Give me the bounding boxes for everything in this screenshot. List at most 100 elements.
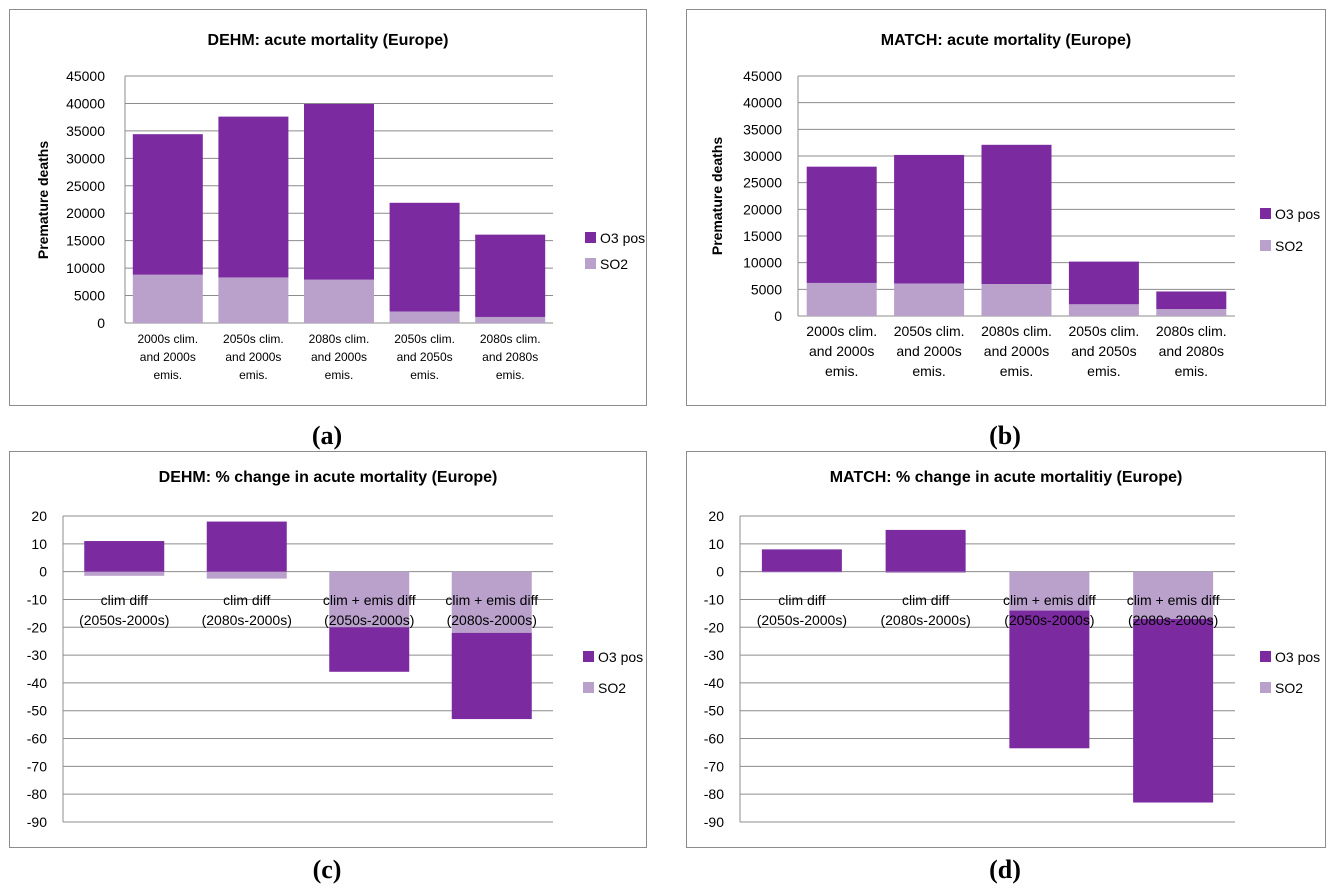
y-tick-label: 35000 [66, 123, 105, 139]
bar-so2 [894, 283, 965, 316]
y-tick-label: 10000 [743, 255, 782, 271]
sublabel-d: (d) [989, 855, 1021, 884]
x-category-label: clim diff (2050s-2000s) [79, 592, 169, 628]
y-tick-label: 10 [708, 536, 724, 552]
y-tick-label: -10 [704, 591, 724, 607]
bar-o3-pos [981, 144, 1052, 284]
x-category-label: 2080s clim. and 2000s emis. [309, 332, 370, 382]
legend-label: SO2 [1275, 238, 1303, 254]
sublabel-b: (b) [989, 421, 1021, 450]
legend-swatch [585, 258, 596, 269]
x-category-label: 2050s clim. and 2050s emis. [1068, 323, 1139, 379]
legend-swatch [1260, 240, 1271, 251]
bar-so2 [885, 571, 966, 574]
x-category-label: 2000s clim. and 2000s emis. [137, 332, 198, 382]
y-tick-label: -90 [27, 814, 47, 830]
y-tick-label: -60 [27, 731, 47, 747]
bar-o3-pos [1133, 618, 1214, 803]
chart-svg: DEHM: acute mortality (Europe) 0 5000 10000… [35, 32, 645, 382]
y-tick-label: 20 [708, 508, 724, 524]
legend-swatch [583, 651, 594, 662]
y-tick-label: 15000 [743, 228, 782, 244]
y-tick-label: 30000 [743, 148, 782, 164]
y-tick-label: -40 [27, 675, 47, 691]
x-category-label: 2050s clim. and 2000s emis. [894, 323, 965, 379]
bar-so2 [1133, 571, 1214, 619]
bar-o3-pos [329, 627, 410, 672]
y-tick-label: -50 [27, 703, 47, 719]
y-tick-label: 10 [31, 536, 47, 552]
y-tick-label: 20000 [743, 201, 782, 217]
y-tick-label: -20 [704, 619, 724, 635]
y-tick-label: 35000 [743, 121, 782, 137]
bar-so2 [981, 284, 1052, 316]
y-tick-label: -70 [704, 758, 724, 774]
chart-title: DEHM: % change in acute mortality (Europ… [159, 469, 498, 486]
chart-panel-b: MATCH: acute mortality (Europe) 0 5000 1000… [686, 9, 1326, 406]
y-tick-label: -20 [27, 619, 47, 635]
bar-o3-pos [304, 103, 374, 280]
y-tick-label: 0 [97, 315, 105, 331]
chart-svg: DEHM: % change in acute mortality (Europ… [27, 469, 643, 830]
y-tick-label: 10000 [66, 260, 105, 276]
y-tick-label: 25000 [66, 178, 105, 194]
bar-o3-pos [806, 166, 877, 283]
bar-o3-pos [1009, 610, 1090, 749]
bar-o3-pos [885, 529, 966, 572]
x-category-label: 2000s clim. and 2000s emis. [806, 323, 877, 379]
x-category-label: 2050s clim. and 2000s emis. [223, 332, 284, 382]
x-category-label: clim diff (2080s-2000s) [202, 592, 292, 628]
chart-svg: MATCH: % change in acute mortalitiy (Eur… [704, 469, 1320, 830]
bar-so2 [451, 571, 532, 633]
chart-title: MATCH: acute mortality (Europe) [881, 32, 1131, 49]
y-tick-label: 30000 [66, 150, 105, 166]
y-tick-label: 5000 [751, 281, 782, 297]
bar-so2 [329, 571, 410, 628]
sublabel-c: (c) [312, 855, 342, 884]
legend-label: SO2 [598, 680, 626, 696]
legend-label: O3 pos [1275, 206, 1320, 222]
y-axis-label: Premature deaths [35, 141, 51, 259]
chart-panel-a: DEHM: acute mortality (Europe) 0 5000 10000… [9, 9, 647, 406]
legend-swatch [1260, 208, 1271, 219]
bar-so2 [218, 277, 289, 323]
bar-o3-pos [894, 154, 965, 284]
y-tick-label: 20000 [66, 205, 105, 221]
legend-label: O3 pos [598, 649, 643, 665]
y-tick-label: 45000 [743, 68, 782, 84]
legend-label: SO2 [1275, 680, 1303, 696]
bar-so2 [1156, 309, 1227, 316]
y-tick-label: 0 [774, 308, 782, 324]
bar-so2 [761, 571, 842, 573]
bar-o3-pos [389, 202, 460, 312]
bar-o3-pos [475, 234, 546, 317]
x-category-label: clim diff (2050s-2000s) [757, 592, 847, 628]
y-tick-label: -30 [704, 647, 724, 663]
y-tick-label: 0 [716, 564, 724, 580]
bar-so2 [1068, 304, 1139, 316]
bar-o3-pos [1068, 261, 1139, 305]
y-tick-label: 15000 [66, 233, 105, 249]
y-tick-label: 20 [31, 508, 47, 524]
y-tick-label: 45000 [66, 68, 105, 84]
y-tick-label: -90 [704, 814, 724, 830]
bar-so2 [475, 316, 546, 323]
bar-so2 [84, 571, 165, 576]
y-tick-label: 40000 [743, 95, 782, 111]
bar-so2 [304, 279, 374, 323]
bar-o3-pos [218, 116, 289, 278]
chart-svg: MATCH: acute mortality (Europe) 0 5000 1000… [709, 32, 1320, 379]
legend-label: O3 pos [1275, 649, 1320, 665]
x-category-label: clim + emis diff (2080s-2000s) [445, 592, 538, 628]
y-tick-label: 5000 [74, 288, 105, 304]
x-category-label: clim + emis diff (2050s-2000s) [1003, 592, 1096, 628]
bar-o3-pos [451, 632, 532, 720]
y-tick-label: -60 [704, 731, 724, 747]
y-tick-label: 40000 [66, 95, 105, 111]
y-tick-label: -50 [704, 703, 724, 719]
legend-label: SO2 [600, 256, 628, 272]
y-tick-label: -80 [27, 786, 47, 802]
x-category-label: 2050s clim. and 2050s emis. [394, 332, 455, 382]
sublabel-a: (a) [311, 421, 343, 450]
chart-title: MATCH: % change in acute mortalitiy (Eur… [830, 469, 1183, 486]
